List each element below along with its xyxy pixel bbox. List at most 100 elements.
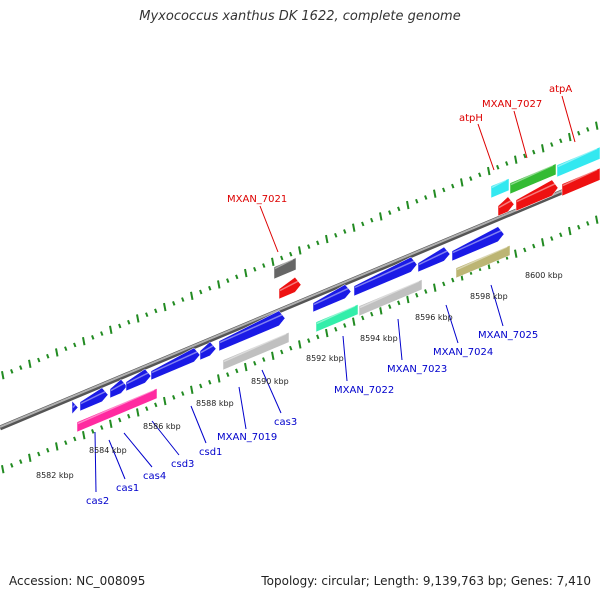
- lower-tick: [343, 323, 347, 328]
- gene-label-mxan-7024[interactable]: MXAN_7024: [433, 347, 493, 358]
- label-leader-lines: [94, 95, 576, 493]
- gene-block-mxan-7024-shine: [418, 250, 448, 266]
- upper-tick: [91, 335, 95, 340]
- upper-tick: [451, 183, 455, 189]
- lower-tick: [154, 402, 158, 408]
- lower-tick: [10, 463, 14, 468]
- upper-tick: [523, 153, 527, 159]
- lower-tick: [451, 277, 455, 283]
- lower-tick: [100, 425, 104, 430]
- gene-label-csd1[interactable]: csd1: [199, 447, 222, 458]
- upper-tick: [28, 359, 32, 369]
- gene-block-mxan-7025[interactable]: [451, 226, 505, 262]
- upper-tick: [118, 323, 122, 329]
- accession-info: Accession: NC_008095: [9, 574, 146, 588]
- gene-block-silver-a[interactable]: [222, 331, 290, 371]
- gene-label-mxan-7019[interactable]: MXAN_7019: [217, 432, 277, 443]
- lower-tick: [424, 289, 428, 294]
- gene-labels-lower: cas2 cas1 cas4 csd3 csd1 MXAN_7019 cas3 …: [86, 330, 538, 507]
- leader-line: [259, 205, 279, 253]
- gene-block-cas3[interactable]: [218, 310, 286, 352]
- upper-tick: [559, 138, 563, 144]
- lower-tick: [370, 311, 374, 317]
- lower-tick: [199, 383, 203, 389]
- gene-block-csd3[interactable]: [125, 368, 152, 392]
- upper-tick: [361, 221, 365, 227]
- leader-line: [190, 405, 207, 444]
- gene-block-mxan-7027-shine: [510, 164, 554, 186]
- lower-tick: [190, 385, 194, 394]
- lower-tick: [595, 215, 599, 224]
- gene-block-silver-a-shine: [223, 333, 287, 363]
- gene-block-mxan-7021[interactable]: [273, 257, 297, 280]
- kbp-label: 8586 kbp: [143, 422, 181, 431]
- lower-tick: [253, 360, 257, 366]
- gene-features[interactable]: [71, 146, 600, 433]
- gene-label-atpa[interactable]: atpA: [549, 84, 572, 95]
- leader-line: [397, 318, 403, 361]
- gene-block-atph-shine: [491, 179, 507, 189]
- lower-tick: [406, 294, 410, 304]
- kbp-label: 8600 kbp: [525, 271, 563, 280]
- gene-block-olive-shine: [456, 246, 508, 271]
- gene-block-red-b[interactable]: [497, 196, 515, 217]
- gene-block-cas4[interactable]: [109, 379, 128, 399]
- gene-label-cas3[interactable]: cas3: [274, 417, 297, 428]
- gene-label-mxan-7025[interactable]: MXAN_7025: [478, 330, 538, 341]
- gene-block-red-d-shine: [562, 168, 598, 187]
- upper-tick: [145, 312, 149, 318]
- gene-block-silver-b[interactable]: [358, 279, 423, 317]
- gene-block-mxan-7024[interactable]: [417, 246, 451, 273]
- gene-block-atph[interactable]: [490, 178, 510, 199]
- leader-line: [123, 432, 153, 468]
- gene-block-mxan-7019[interactable]: [199, 341, 217, 361]
- gene-label-csd3[interactable]: csd3: [171, 459, 194, 470]
- kbp-label: 8584 kbp: [89, 446, 127, 455]
- gene-block-mxan-7019-shine: [200, 345, 214, 354]
- lower-tick: [127, 413, 131, 419]
- gene-block-magenta[interactable]: [76, 388, 158, 433]
- kbp-label: 8598 kbp: [470, 292, 508, 301]
- gene-block-atpa-shine: [557, 147, 598, 168]
- lower-tick: [523, 247, 527, 253]
- upper-tick: [505, 161, 509, 166]
- gene-block-red-c[interactable]: [515, 179, 559, 212]
- lower-tick: [397, 300, 401, 306]
- lower-tick: [541, 238, 545, 247]
- gene-block-red-a[interactable]: [278, 276, 302, 300]
- gene-block-olive[interactable]: [455, 244, 511, 279]
- gene-label-mxan-7021[interactable]: MXAN_7021: [227, 194, 287, 205]
- gene-block-magenta-shine: [77, 389, 155, 425]
- gene-block-cas2[interactable]: [71, 400, 79, 415]
- lower-tick: [244, 362, 248, 372]
- gene-label-atph[interactable]: atpH: [459, 113, 483, 124]
- lower-tick: [226, 372, 230, 378]
- gene-label-cas2[interactable]: cas2: [86, 496, 109, 507]
- gene-label-cas1[interactable]: cas1: [116, 483, 139, 494]
- lower-tick: [55, 442, 59, 451]
- gene-block-mxan-7022[interactable]: [312, 284, 352, 313]
- upper-tick: [10, 369, 14, 374]
- gene-label-mxan-7022[interactable]: MXAN_7022: [334, 385, 394, 396]
- lower-tick: [361, 315, 365, 321]
- gene-block-mxan-7023[interactable]: [353, 256, 418, 297]
- leader-line: [445, 304, 459, 344]
- gene-block-cas4-shine: [110, 382, 125, 392]
- gene-block-mxan-7027[interactable]: [509, 163, 557, 195]
- gene-block-mxan-7021-shine: [274, 258, 294, 270]
- leader-line: [94, 431, 97, 493]
- gene-block-mxan-7025-shine: [452, 229, 502, 254]
- gene-block-red-d[interactable]: [561, 167, 600, 197]
- lower-tick: [352, 317, 356, 326]
- gene-label-cas4[interactable]: cas4: [143, 471, 166, 482]
- gene-label-mxan-7023[interactable]: MXAN_7023: [387, 364, 447, 375]
- kbp-label: 8588 kbp: [196, 399, 234, 408]
- upper-tick: [550, 142, 554, 147]
- gene-block-cas1[interactable]: [79, 387, 109, 412]
- gene-block-csd1[interactable]: [150, 347, 201, 381]
- gene-block-teal[interactable]: [315, 303, 359, 333]
- upper-tick: [100, 331, 104, 336]
- upper-tick: [397, 206, 401, 212]
- gene-block-atpa[interactable]: [556, 146, 600, 178]
- gene-label-mxan-7027[interactable]: MXAN_7027: [482, 99, 542, 110]
